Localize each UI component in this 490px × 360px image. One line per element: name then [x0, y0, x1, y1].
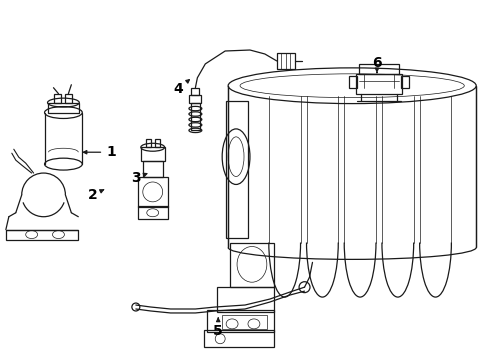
Bar [207, 310, 274, 332]
Bar [65, 94, 73, 103]
Bar [401, 76, 409, 88]
Bar [143, 161, 163, 177]
Text: 5: 5 [213, 318, 223, 338]
Bar [48, 103, 79, 113]
Bar [359, 64, 399, 74]
Bar [222, 315, 267, 329]
Text: 6: 6 [372, 56, 382, 73]
Bar [204, 330, 274, 347]
Bar [6, 230, 78, 239]
Bar [192, 88, 199, 95]
Bar [226, 100, 248, 238]
Text: 3: 3 [131, 171, 147, 185]
Bar [349, 76, 357, 88]
Text: 2: 2 [88, 188, 104, 202]
Bar [155, 139, 160, 147]
Bar [146, 139, 151, 147]
Text: 1: 1 [83, 145, 116, 159]
Bar [277, 53, 294, 69]
Bar [356, 74, 402, 94]
Text: 4: 4 [173, 80, 189, 96]
Bar [138, 177, 168, 207]
Bar [138, 206, 168, 219]
Bar [191, 103, 200, 130]
Bar [217, 287, 274, 312]
Bar [141, 147, 165, 161]
Bar [54, 94, 61, 103]
Bar [190, 95, 201, 103]
Bar [230, 243, 274, 287]
